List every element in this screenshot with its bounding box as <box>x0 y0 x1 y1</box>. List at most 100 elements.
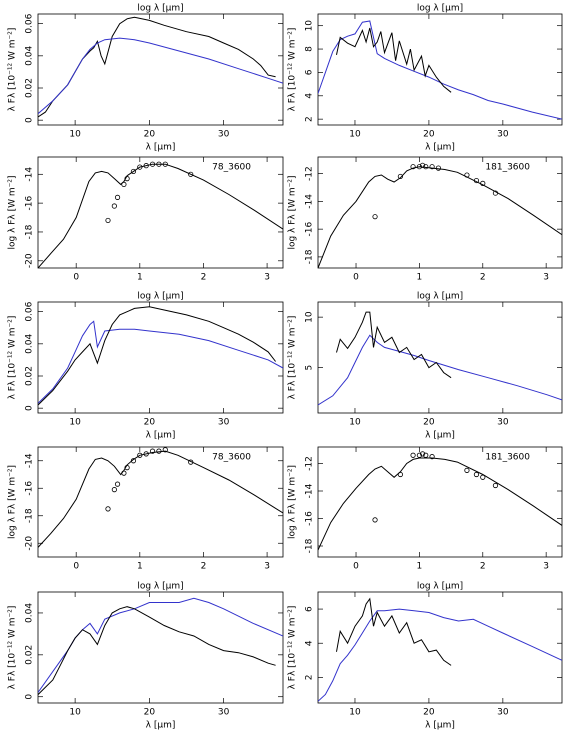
panel: 0 1 2 3 -20 -18 -16 -14 log λ Fλ [W m⁻²] 78_3600 <box>8 446 284 572</box>
panel: 0 1 2 3 -18 -16 -14 -12 log λ Fλ [W m⁻²] 181_3600 <box>288 156 563 283</box>
annotation: 181_3600 <box>485 163 530 173</box>
x-tick-label: 10 <box>349 418 361 428</box>
plot-frame <box>317 301 563 414</box>
plot-frame <box>317 13 563 126</box>
x-tick-label: 10 <box>349 708 361 718</box>
x-axis-label: λ [μm] <box>146 431 176 441</box>
series-line <box>318 166 562 268</box>
y-tick-label: 0.06 <box>25 13 35 33</box>
x-tick-label: 30 <box>497 418 509 428</box>
y-tick-label: 0 <box>25 405 35 411</box>
y-tick-label: -16 <box>305 511 315 526</box>
x-tick-label: 20 <box>423 708 435 718</box>
y-axis-label: λ Fλ [10⁻¹² W m⁻²] <box>288 316 298 400</box>
data-point <box>149 161 156 167</box>
plot-frame <box>317 591 563 704</box>
data-point <box>156 161 162 167</box>
x-tick-label: 30 <box>218 708 230 718</box>
data-point <box>149 448 156 454</box>
x-axis-label-top: log λ [μm] <box>137 292 183 302</box>
y-tick-label: -12 <box>305 166 315 181</box>
x-tick-label: 30 <box>497 130 509 140</box>
y-tick-label: 5 <box>305 365 315 371</box>
annotation: 181_3600 <box>485 453 530 463</box>
y-tick-label: -20 <box>25 536 35 551</box>
data-point <box>130 458 137 464</box>
data-point <box>372 517 378 523</box>
x-axis-label: λ [μm] <box>146 721 176 731</box>
data-point <box>410 164 416 170</box>
y-tick-label: -16 <box>25 481 35 496</box>
data-point <box>423 164 429 170</box>
y-tick-label: 6 <box>305 69 315 75</box>
series-line <box>336 311 452 379</box>
plot-frame <box>317 156 563 269</box>
data-point <box>464 467 470 473</box>
y-axis-label: λ Fλ [10⁻¹² W m⁻²] <box>288 606 298 690</box>
x-axis-label: λ [μm] <box>425 143 455 153</box>
x-axis-label-top: log λ [μm] <box>137 4 183 14</box>
y-axis-label: log λ Fλ [W m⁻²] <box>8 465 18 539</box>
data-point <box>480 474 486 480</box>
x-axis-label-top: log λ [μm] <box>417 582 463 592</box>
x-axis-label: λ [μm] <box>425 721 455 731</box>
y-tick-label: -14 <box>305 483 315 498</box>
panel: 10 20 30 0 0.02 0.04 λ Fλ [10⁻¹² W m⁻²] λ [μm] l… <box>8 582 284 731</box>
x-tick-label: 10 <box>349 130 361 140</box>
y-tick-label: -14 <box>305 194 315 209</box>
y-tick-label: 6 <box>305 606 315 612</box>
y-axis-label: log λ Fλ [W m⁻²] <box>288 175 298 249</box>
y-axis-label: log λ Fλ [W m⁻²] <box>288 465 298 539</box>
y-tick-label: 0.02 <box>25 78 35 98</box>
data-point <box>492 190 499 196</box>
x-tick-label: 20 <box>144 418 156 428</box>
x-axis-label-top: log λ [μm] <box>137 582 183 592</box>
x-tick-label: 30 <box>218 130 230 140</box>
series-line <box>318 608 562 702</box>
data-point <box>124 465 130 471</box>
panel: 10 20 30 5 10 λ Fλ [10⁻¹² W m⁻²] λ [μm] log λ [… <box>288 292 563 441</box>
x-tick-label: 10 <box>69 418 81 428</box>
x-axis-label: λ [μm] <box>425 431 455 441</box>
data-point <box>480 180 486 186</box>
y-axis-label: λ Fλ [10⁻¹² W m⁻²] <box>8 606 18 690</box>
y-tick-label: -14 <box>25 453 35 468</box>
x-tick-label: 1 <box>137 273 143 283</box>
x-tick-label: 30 <box>218 418 230 428</box>
x-tick-label: 20 <box>144 708 156 718</box>
data-point <box>397 173 403 180</box>
x-tick-label: 0 <box>353 562 359 572</box>
y-tick-label: -18 <box>25 224 35 239</box>
data-point <box>464 172 470 178</box>
data-point <box>143 451 149 457</box>
x-tick-label: 20 <box>423 130 435 140</box>
plot-frame <box>317 446 563 558</box>
y-axis-label: λ Fλ [10⁻¹² W m⁻²] <box>288 28 298 112</box>
x-tick-label: 3 <box>264 273 270 283</box>
y-axis-label: λ Fλ [10⁻¹² W m⁻²] <box>8 28 18 112</box>
y-tick-label: -18 <box>305 249 315 264</box>
y-tick-label: 10 <box>305 20 315 32</box>
data-point <box>416 452 423 458</box>
y-tick-label: 0.06 <box>25 301 35 321</box>
data-point <box>130 168 137 175</box>
panel: 0 1 2 3 -20 -18 -16 -14 log λ Fλ [W m⁻²] 78_3600 <box>8 156 284 283</box>
series-line <box>38 163 283 268</box>
x-tick-label: 2 <box>480 562 486 572</box>
y-tick-label: 0.02 <box>25 366 35 386</box>
x-tick-label: 2 <box>201 273 207 283</box>
data-point <box>114 194 121 200</box>
panel: 0 1 2 3 -18 -16 -14 -12 log λ Fλ [W m⁻²] 181_3600 <box>288 446 563 572</box>
series-line <box>38 606 276 695</box>
data-point <box>473 471 480 478</box>
y-tick-label: 2 <box>305 675 315 681</box>
y-tick-label: -20 <box>25 253 35 268</box>
data-point <box>410 452 416 458</box>
data-point <box>105 217 111 224</box>
y-tick-label: 4 <box>305 93 315 99</box>
data-point <box>435 165 442 171</box>
data-point <box>397 471 403 478</box>
y-tick-label: -18 <box>305 538 315 553</box>
data-point <box>188 171 194 177</box>
